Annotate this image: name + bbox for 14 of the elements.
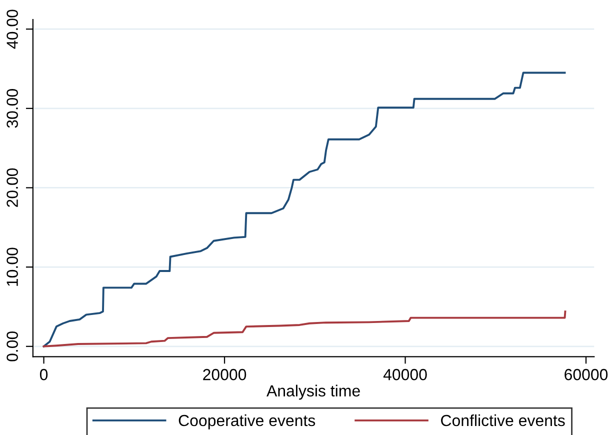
x-tick-label: 20000	[203, 368, 246, 380]
legend-label: Conflictive events	[441, 414, 565, 426]
x-tick-label: 60000	[564, 368, 608, 380]
line-series	[42, 72, 566, 348]
y-tick-label: 10.00	[6, 248, 18, 286]
legend-label: Cooperative events	[178, 414, 316, 430]
x-axis-title: Analysis time	[266, 384, 360, 400]
x-tick-label: 0	[40, 368, 48, 380]
line-series	[42, 310, 566, 348]
x-tick-label: 40000	[383, 368, 427, 380]
y-tick-label: 40.00	[6, 10, 18, 49]
y-tick-label: 20.00	[6, 168, 18, 207]
y-tick-label: 0.00	[6, 331, 18, 362]
y-tick-label: 30.00	[6, 89, 18, 128]
